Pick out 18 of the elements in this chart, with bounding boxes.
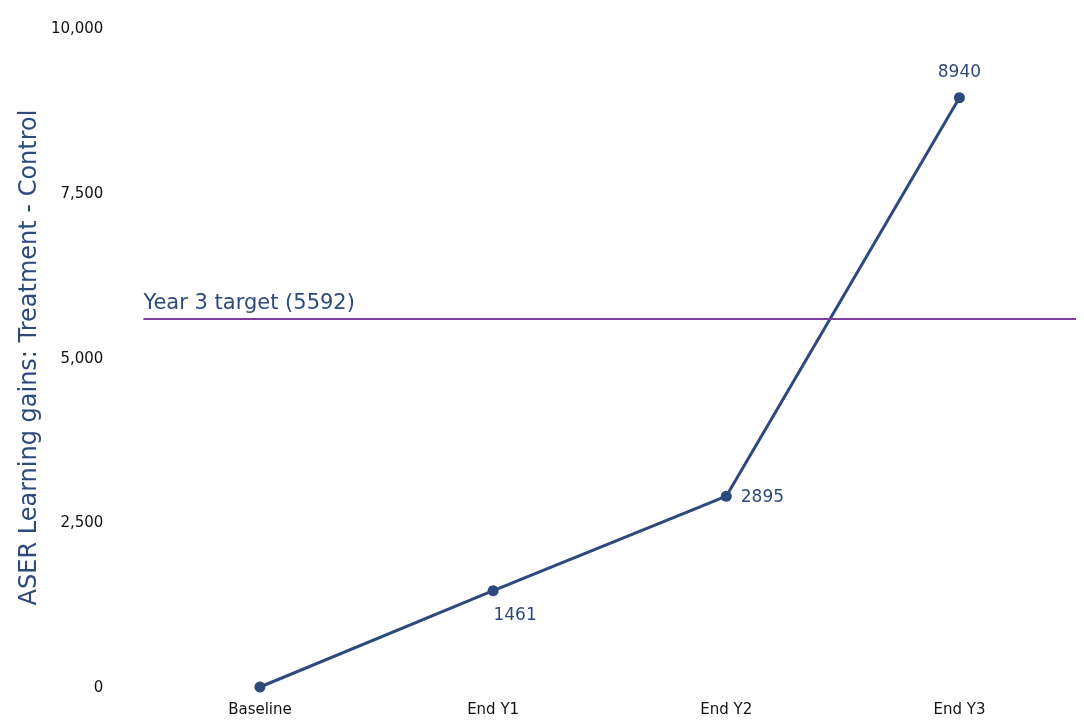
data-label: 1461: [493, 603, 537, 624]
y-tick-label: 5,000: [60, 348, 104, 367]
point: [487, 585, 499, 597]
y-tick-label: 2,500: [60, 513, 104, 532]
x-tick-label: Baseline: [228, 699, 292, 718]
x-tick-label: End Y2: [700, 699, 753, 718]
y-tick-label: 10,000: [50, 19, 104, 37]
data-label: 8940: [937, 60, 982, 81]
x-tick-label: End Y3: [933, 699, 986, 718]
x-tick-label: End Y1: [467, 699, 520, 718]
data-label: 2895: [740, 486, 785, 507]
point: [254, 681, 266, 693]
y-axis-title: ASER Learning gains: Treatment - Control: [14, 109, 42, 606]
point: [720, 490, 732, 502]
y-tick-label: 0: [93, 678, 104, 696]
y-tick-label: 7,500: [60, 183, 104, 202]
point: [953, 92, 965, 104]
ref-line-label: Year 3 target (5592): [142, 289, 355, 314]
